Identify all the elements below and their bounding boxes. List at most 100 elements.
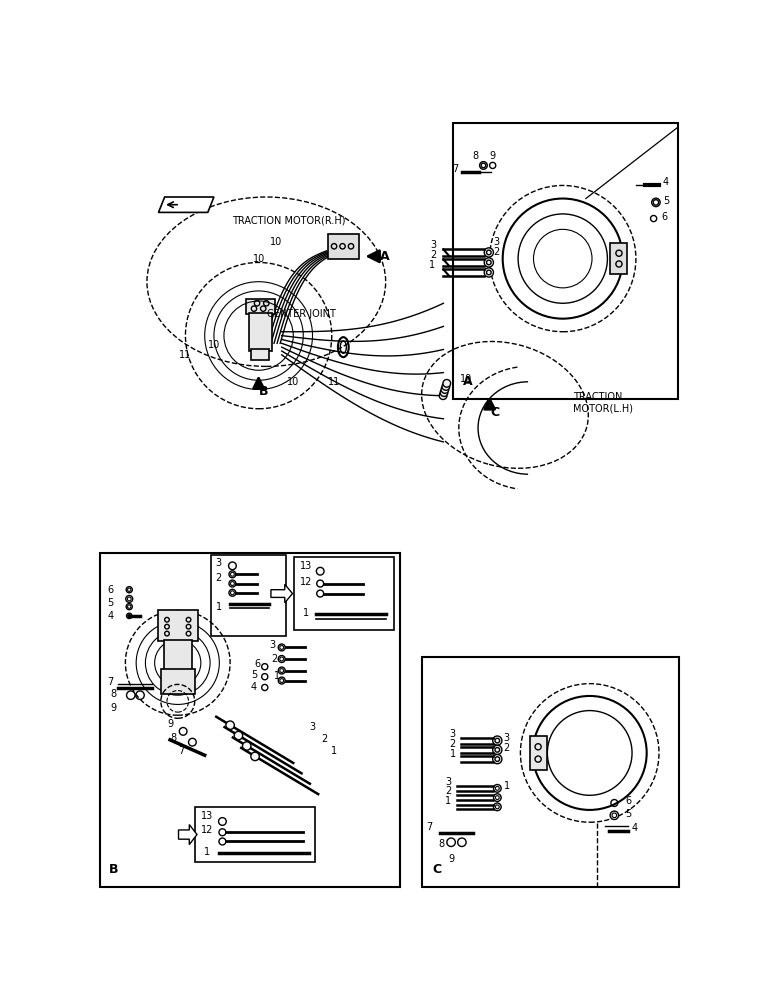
Polygon shape — [271, 584, 293, 603]
Circle shape — [439, 392, 447, 400]
Text: 3: 3 — [503, 733, 510, 743]
Text: 2: 2 — [493, 247, 499, 257]
Text: 5: 5 — [625, 809, 632, 819]
Text: 2: 2 — [215, 573, 222, 583]
Text: 7: 7 — [453, 164, 459, 174]
Text: 8: 8 — [171, 733, 177, 743]
Text: 3: 3 — [309, 722, 315, 732]
Bar — [211, 555, 287, 636]
Bar — [610, 243, 628, 274]
Text: 1: 1 — [331, 746, 337, 756]
Text: 2: 2 — [449, 739, 456, 749]
Circle shape — [443, 379, 451, 387]
Circle shape — [441, 386, 449, 393]
Text: 5: 5 — [663, 196, 670, 206]
Bar — [245, 299, 275, 314]
Text: 1: 1 — [274, 671, 280, 681]
Bar — [100, 553, 401, 887]
Text: TRACTION
MOTOR(L.H): TRACTION MOTOR(L.H) — [573, 392, 633, 413]
Text: 1: 1 — [503, 781, 510, 791]
Text: 4: 4 — [108, 611, 114, 621]
Circle shape — [492, 736, 502, 745]
Text: B: B — [259, 385, 269, 398]
Text: TRACTION MOTOR(R.H): TRACTION MOTOR(R.H) — [232, 215, 345, 225]
Text: 4: 4 — [250, 682, 256, 692]
Bar — [422, 657, 679, 887]
Bar — [161, 669, 195, 694]
Circle shape — [484, 258, 493, 267]
Text: 6: 6 — [108, 585, 114, 595]
Circle shape — [251, 752, 259, 761]
Circle shape — [242, 742, 251, 750]
Text: 3: 3 — [450, 729, 456, 739]
Text: 7: 7 — [108, 677, 114, 687]
Text: FRONT: FRONT — [174, 199, 211, 209]
Polygon shape — [159, 197, 214, 212]
Text: 1: 1 — [445, 796, 451, 806]
Text: 3: 3 — [493, 237, 499, 247]
Circle shape — [440, 389, 448, 396]
Bar — [294, 557, 394, 630]
Text: 8: 8 — [473, 151, 479, 161]
Circle shape — [234, 731, 242, 740]
Circle shape — [480, 162, 487, 169]
Text: 11: 11 — [328, 377, 340, 387]
Text: 12: 12 — [300, 577, 312, 587]
Text: 2: 2 — [430, 250, 436, 260]
Text: A: A — [380, 250, 390, 263]
Text: 10: 10 — [252, 254, 264, 264]
Circle shape — [229, 562, 236, 570]
Text: 3: 3 — [430, 240, 436, 250]
Text: 6: 6 — [254, 659, 260, 669]
Text: 3: 3 — [445, 777, 451, 787]
Circle shape — [226, 721, 234, 729]
Text: 2: 2 — [271, 654, 277, 664]
Text: 10: 10 — [271, 237, 283, 247]
Text: CENTER JOINT: CENTER JOINT — [267, 309, 335, 319]
Bar — [158, 610, 198, 641]
Text: 6: 6 — [625, 796, 632, 806]
Text: 1: 1 — [216, 602, 222, 612]
Bar — [249, 312, 271, 351]
Text: 10: 10 — [461, 374, 473, 384]
Text: 6: 6 — [661, 212, 667, 222]
Text: 13: 13 — [300, 561, 312, 571]
Text: 1: 1 — [303, 608, 309, 618]
Circle shape — [484, 268, 493, 277]
Text: 2: 2 — [321, 734, 328, 744]
Text: 10: 10 — [207, 340, 220, 350]
Text: 1: 1 — [450, 749, 456, 759]
Text: 3: 3 — [269, 640, 276, 650]
Circle shape — [493, 803, 501, 811]
Text: 1: 1 — [204, 847, 210, 857]
Text: 11: 11 — [179, 350, 192, 360]
Bar — [530, 736, 546, 770]
Text: 3: 3 — [216, 558, 222, 568]
Text: 9: 9 — [448, 854, 454, 864]
Bar — [195, 807, 315, 862]
Text: C: C — [432, 863, 442, 876]
Text: 1: 1 — [429, 260, 435, 270]
Bar — [453, 123, 678, 399]
Bar — [164, 640, 192, 671]
Text: 9: 9 — [167, 719, 173, 729]
Text: 8: 8 — [111, 689, 117, 699]
Text: 5: 5 — [252, 670, 258, 680]
Text: 5: 5 — [108, 598, 114, 608]
Text: 9: 9 — [111, 703, 117, 713]
Text: 4: 4 — [662, 177, 668, 187]
Polygon shape — [179, 825, 197, 845]
Text: A: A — [464, 375, 473, 388]
Text: 4: 4 — [632, 823, 638, 833]
Text: 8: 8 — [438, 839, 444, 849]
Text: 7: 7 — [426, 822, 432, 832]
Circle shape — [316, 567, 324, 575]
Text: 10: 10 — [287, 377, 299, 387]
Text: 2: 2 — [445, 786, 451, 796]
Circle shape — [610, 811, 619, 820]
Text: C: C — [490, 406, 499, 419]
Circle shape — [442, 383, 450, 390]
Text: 7: 7 — [179, 746, 185, 756]
Text: B: B — [109, 863, 119, 876]
Text: 9: 9 — [489, 151, 496, 161]
